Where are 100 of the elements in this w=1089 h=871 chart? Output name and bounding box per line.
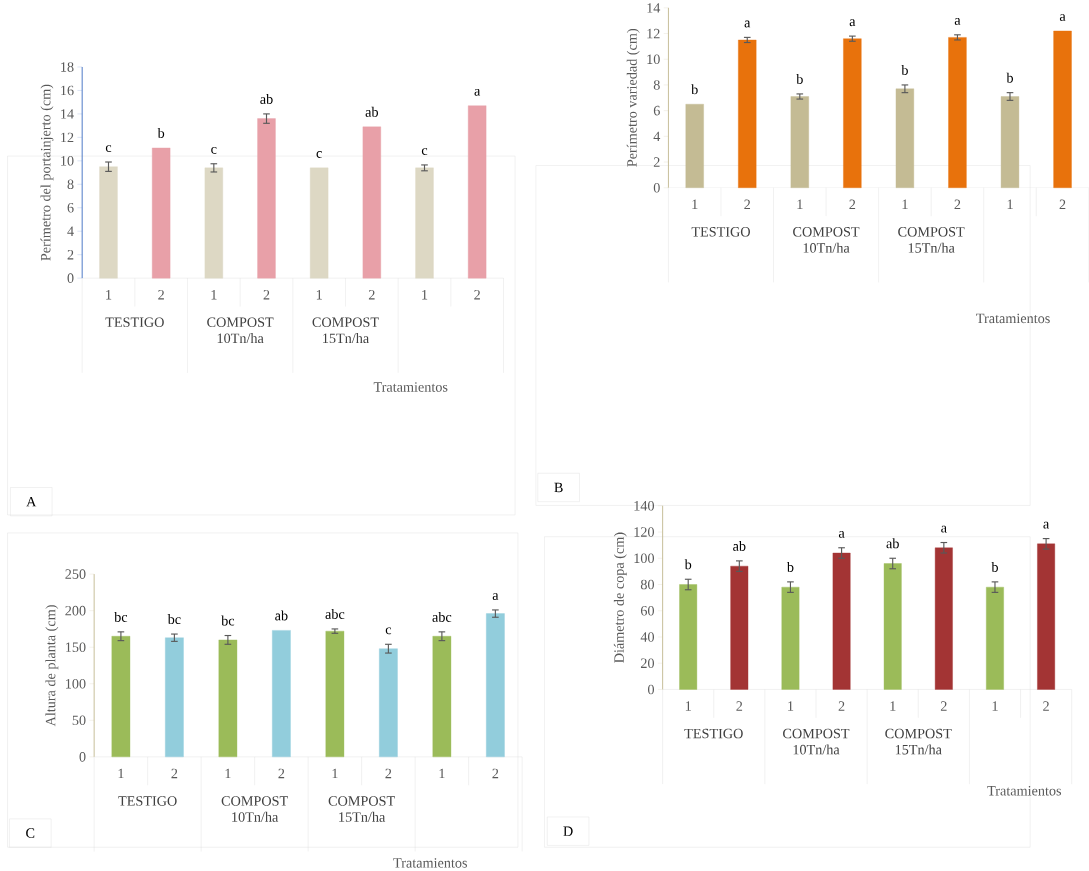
text: B	[554, 482, 563, 493]
data-label: b	[991, 562, 998, 572]
y-tick-label: 0	[647, 684, 655, 695]
x-tick-label: COMPOST 10Tn/ha	[783, 728, 850, 755]
text: D	[563, 826, 573, 836]
text: 1	[890, 701, 896, 711]
x-axis-title: Tratamientos	[987, 786, 1062, 796]
y-tick-label: 18	[61, 62, 74, 72]
data-label: c	[421, 148, 428, 156]
y-tick-label: 0	[67, 273, 74, 283]
y-tick-label: 2	[653, 157, 660, 167]
y-tick-label: 6	[653, 105, 660, 116]
text: 1	[797, 199, 803, 210]
y-tick-label: 100	[634, 553, 655, 564]
data-label: a	[849, 19, 856, 27]
text: 1	[225, 768, 231, 779]
data-label: ab	[260, 94, 273, 105]
data-label: ab	[275, 610, 288, 621]
y-tick-label: 0	[653, 183, 660, 193]
y-axis-title: Altura de planta (cm)	[45, 605, 59, 727]
data-label: a	[954, 18, 961, 25]
y-tick-label: 250	[65, 569, 86, 579]
text: 2	[954, 199, 961, 210]
y-tick-label: 14	[647, 3, 661, 13]
text: 1	[992, 701, 998, 711]
text: 2	[1043, 701, 1049, 711]
text: 2	[849, 199, 856, 210]
text: 2	[474, 290, 480, 300]
y-tick-label: 10	[61, 156, 74, 166]
bar	[1037, 543, 1055, 690]
y-tick-label: 4	[653, 131, 661, 142]
y-tick-label: 120	[634, 527, 655, 537]
x-tick-label: COMPOST 15Tn/ha	[312, 317, 379, 344]
bar	[843, 38, 862, 189]
data-label: a	[941, 525, 947, 533]
y-tick-label: 14	[61, 109, 74, 119]
y-tick-label: 150	[66, 642, 86, 653]
bar	[362, 126, 381, 279]
y-tick-label: 60	[640, 606, 655, 616]
text: 2	[278, 768, 285, 779]
series-label: 1	[106, 290, 112, 300]
y-tick-label: 2	[67, 250, 74, 260]
y-tick-label: 6	[67, 203, 74, 213]
text: 2	[838, 701, 845, 711]
data-label: c	[385, 627, 392, 635]
y-tick-label: 40	[640, 632, 655, 642]
data-label: ab	[886, 538, 899, 549]
text: 2	[385, 768, 392, 779]
text: C	[26, 828, 35, 838]
text: 1	[1007, 199, 1013, 210]
y-tick-label: 50	[72, 715, 86, 726]
y-tick-label: 200	[65, 605, 86, 616]
bar	[152, 147, 171, 279]
data-label: bc	[167, 614, 181, 625]
data-label: abc	[432, 611, 452, 622]
bar	[738, 39, 757, 189]
data-label: a	[838, 531, 845, 538]
bar	[415, 167, 434, 279]
x-axis-title: Tratamientos	[373, 382, 448, 392]
data-label: c	[105, 145, 112, 153]
text: 1	[422, 290, 428, 300]
text: 1	[902, 199, 908, 210]
text: 2	[1059, 199, 1066, 210]
bar	[257, 118, 276, 279]
y-tick-label: 16	[61, 85, 74, 96]
data-label: b	[786, 562, 794, 572]
bar	[948, 37, 967, 189]
bar	[1053, 30, 1072, 189]
text: 2	[368, 290, 375, 300]
y-tick-label: 0	[79, 752, 86, 762]
bar	[895, 88, 915, 189]
data-label: b	[157, 128, 165, 139]
data-label: bc	[221, 615, 235, 626]
text: 1	[211, 290, 217, 300]
y-tick-label: 8	[67, 179, 74, 190]
y-tick-label: 80	[640, 579, 655, 590]
x-tick-label: TESTIGO	[691, 227, 750, 237]
y-axis-title: Diámetro de copa (cm)	[613, 532, 627, 663]
data-label: ab	[733, 541, 746, 551]
series-label: 1	[692, 199, 698, 210]
y-tick-label: 12	[61, 132, 74, 143]
y-tick-label: 12	[647, 28, 660, 39]
data-label: c	[316, 151, 322, 158]
x-axis-title: Tratamientos	[393, 858, 467, 868]
x-tick-label: COMPOST 10Tn/ha	[793, 227, 860, 253]
data-label: abc	[325, 609, 345, 620]
x-tick-label: COMPOST 15Tn/ha	[885, 728, 952, 755]
y-tick-label: 10	[647, 54, 660, 65]
text: 1	[332, 768, 338, 779]
bar	[468, 105, 487, 279]
text: 1	[316, 290, 322, 300]
y-axis-title: Perímetro del portainjerto (cm)	[40, 84, 54, 261]
bar	[99, 166, 118, 279]
series-label: 2	[171, 768, 178, 779]
y-tick-label: 20	[640, 658, 655, 669]
x-tick-label: COMPOST 10Tn/ha	[221, 796, 288, 822]
x-tick-label: COMPOST 15Tn/ha	[898, 227, 965, 253]
x-tick-label: TESTIGO	[105, 317, 164, 328]
bar	[204, 167, 223, 279]
bar	[1000, 96, 1020, 189]
